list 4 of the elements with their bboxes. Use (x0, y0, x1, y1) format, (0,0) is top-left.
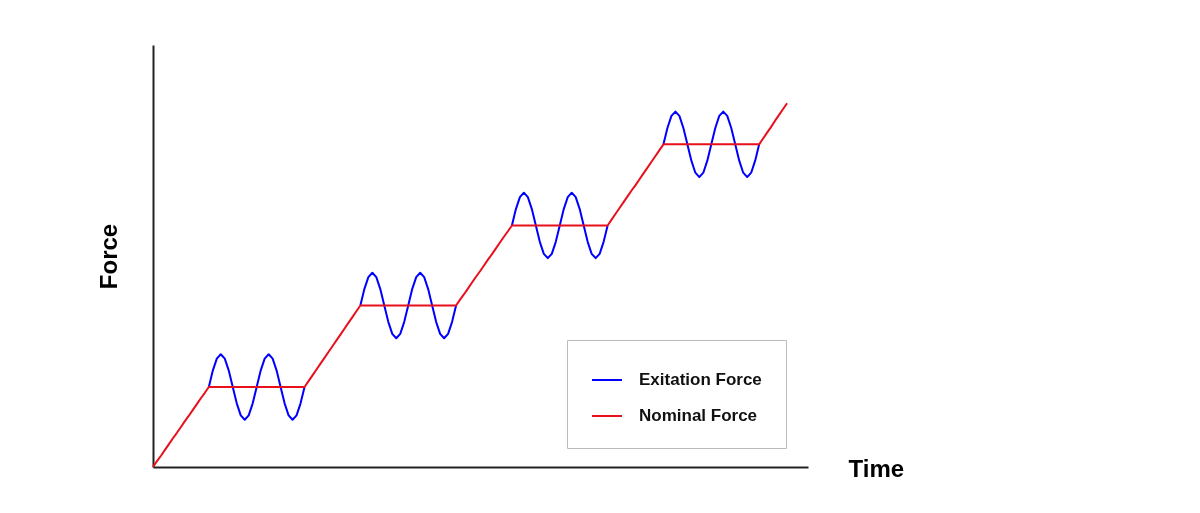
legend-label: Exitation Force (639, 370, 762, 389)
y-axis-title: Force (94, 223, 122, 290)
legend-label: Nominal Force (639, 406, 758, 425)
x-axis-title: Time (848, 454, 905, 482)
